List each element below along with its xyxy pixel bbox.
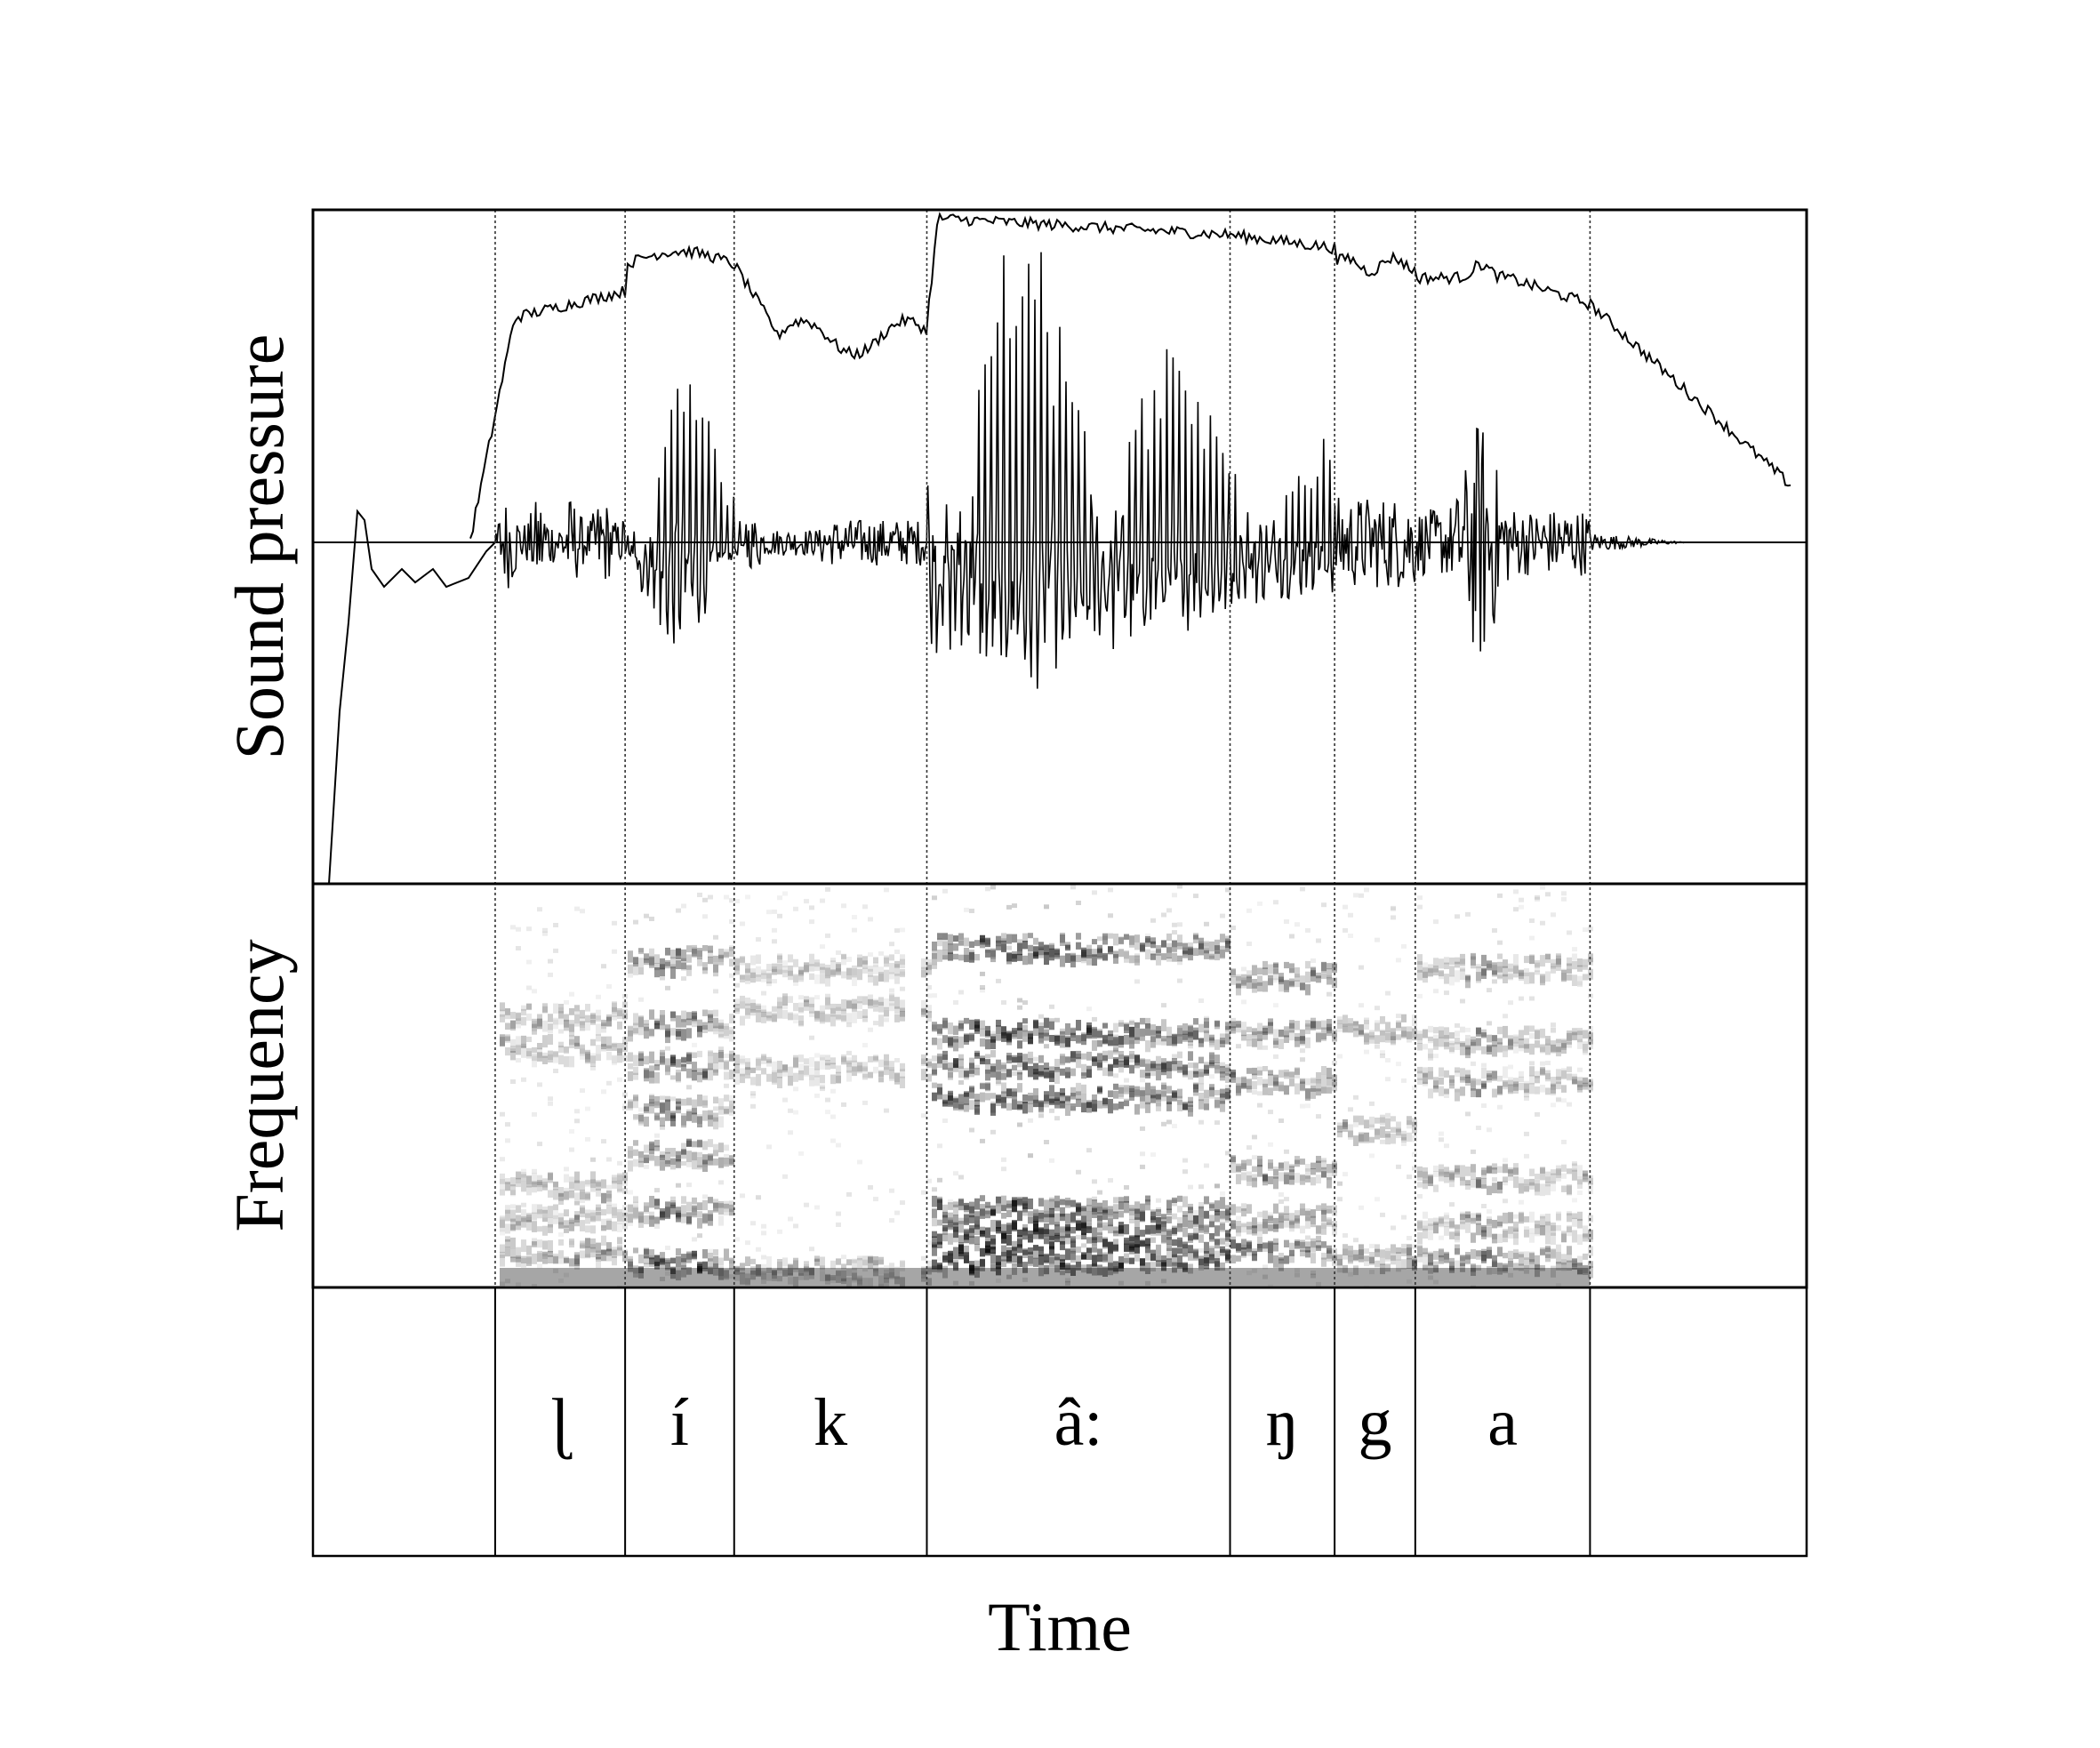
segment-label-5: ŋ [1266, 1385, 1300, 1460]
intensity-contour [469, 212, 1791, 539]
y-axis-title-sound-pressure: Sound pressure [220, 334, 298, 760]
waveform-plot [313, 212, 1807, 884]
segment-label-3: k [814, 1385, 847, 1460]
waveform-signal [494, 252, 1806, 689]
segment-label-1: ɭ [550, 1385, 572, 1460]
segment-boundaries [493, 210, 1591, 1556]
segment-label-4: â: [1054, 1385, 1103, 1460]
segment-label-6: g [1359, 1385, 1392, 1460]
y-axis-title-frequency: Frequency [220, 939, 298, 1231]
segment-labels: ɭ í k â: ŋ g a [550, 1385, 1518, 1460]
x-axis-title-time: Time [988, 1588, 1132, 1665]
segment-label-2: í [670, 1385, 689, 1460]
spectrogram-plot [500, 884, 1593, 1287]
waveform-onset-transient [328, 509, 496, 884]
segment-label-7: a [1487, 1385, 1518, 1460]
voicing-bar [500, 1268, 1591, 1286]
